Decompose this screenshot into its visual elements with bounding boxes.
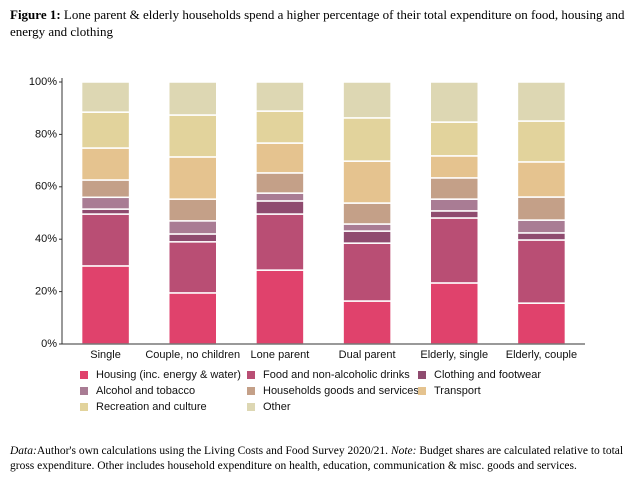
bar-segment	[516, 161, 567, 198]
x-tick-label: Elderly, couple	[506, 349, 577, 361]
legend-label: Alcohol and tobacco	[96, 385, 195, 397]
bar-segment	[255, 192, 305, 202]
x-tick-label: Elderly, single	[420, 349, 488, 361]
bar-segment	[168, 198, 218, 222]
bar-segment	[80, 81, 131, 113]
y-tick-label: 0%	[41, 338, 57, 350]
legend-label: Other	[263, 401, 291, 413]
x-tick-label: Single	[90, 349, 121, 361]
chart: 0% 20% 40% 60% 80% 100% Single Couple, no child…	[29, 76, 585, 413]
bar-segment	[255, 269, 305, 345]
y-tick-label: 20%	[35, 286, 57, 298]
bar-segment	[429, 155, 479, 179]
bar-segment	[429, 282, 479, 345]
bar-segment	[342, 202, 392, 225]
bar-segment	[429, 217, 479, 284]
legend-swatch	[418, 371, 426, 379]
bar-segment	[516, 196, 567, 221]
legend-swatch	[80, 403, 88, 411]
note-label: Note:	[390, 445, 417, 457]
bar-segment	[429, 81, 479, 123]
bar-segment	[255, 110, 305, 144]
bar-segment	[255, 213, 305, 271]
x-tick-label: Lone parent	[251, 349, 310, 361]
bar-segment	[255, 81, 305, 112]
bar-segment	[429, 121, 479, 157]
y-tick-label: 80%	[35, 128, 57, 140]
x-tick-label: Couple, no children	[145, 349, 240, 361]
bar-segment	[342, 242, 392, 302]
bar-segment	[516, 232, 567, 241]
legend-label: Clothing and footwear	[434, 369, 541, 381]
bar-segment	[516, 120, 567, 163]
legend-swatch	[80, 371, 88, 379]
legend-label: Food and non-alcoholic drinks	[263, 369, 410, 381]
y-tick-label: 60%	[35, 181, 57, 193]
legend-label: Housing (inc. energy & water)	[96, 369, 241, 381]
note-label: Data:	[10, 445, 37, 457]
bar-segment	[342, 223, 392, 232]
bar-segment	[168, 114, 218, 158]
bar-segment	[342, 117, 392, 162]
x-tick-label: Dual parent	[339, 349, 396, 361]
legend-label: Households goods and services	[263, 385, 419, 397]
bar-segment	[168, 292, 218, 345]
bar-segment	[168, 233, 218, 243]
bar-segment	[255, 172, 305, 194]
bar-segment	[429, 177, 479, 200]
legend-label: Recreation and culture	[96, 401, 207, 413]
bar-segment	[516, 219, 567, 234]
legend-swatch	[247, 403, 255, 411]
caption-label: Figure 1:	[10, 7, 61, 22]
y-tick-label: 40%	[35, 233, 57, 245]
note-text: Budget shares are calculated relative to…	[10, 445, 624, 472]
bar-segment	[80, 196, 131, 210]
bar-segment	[429, 210, 479, 219]
legend-swatch	[80, 387, 88, 395]
legend-swatch	[418, 387, 426, 395]
bar-segment	[80, 213, 131, 267]
legend-label: Transport	[434, 385, 481, 397]
bar-segment	[80, 265, 131, 345]
bar-segment	[516, 239, 567, 304]
note-text: Author's own calculations using the Livi…	[36, 445, 389, 457]
bar-segment	[516, 81, 567, 122]
bar-segment	[168, 241, 218, 294]
bar-segment	[80, 179, 131, 199]
bar-segment	[342, 160, 392, 204]
bar-segment	[516, 302, 567, 345]
legend-swatch	[247, 371, 255, 379]
footnote: Data:Author's own calculations using the…	[10, 444, 632, 474]
bar-segment	[80, 147, 131, 181]
bar-segment	[342, 81, 392, 119]
legend-swatch	[247, 387, 255, 395]
y-tick-label: 100%	[29, 76, 57, 88]
bar-segment	[168, 156, 218, 200]
bar-segment	[429, 198, 479, 212]
bar-segment	[168, 81, 218, 116]
bar-segment	[255, 142, 305, 174]
bar-segment	[255, 200, 305, 215]
bar-segment	[342, 300, 392, 345]
bar-segment	[80, 111, 131, 149]
bar-segment	[168, 220, 218, 235]
bar-segment	[342, 230, 392, 244]
chart-title: Lone parent & elderly households spend a…	[10, 7, 625, 39]
figure-caption: Figure 1: Lone parent & elderly househol…	[10, 6, 630, 40]
